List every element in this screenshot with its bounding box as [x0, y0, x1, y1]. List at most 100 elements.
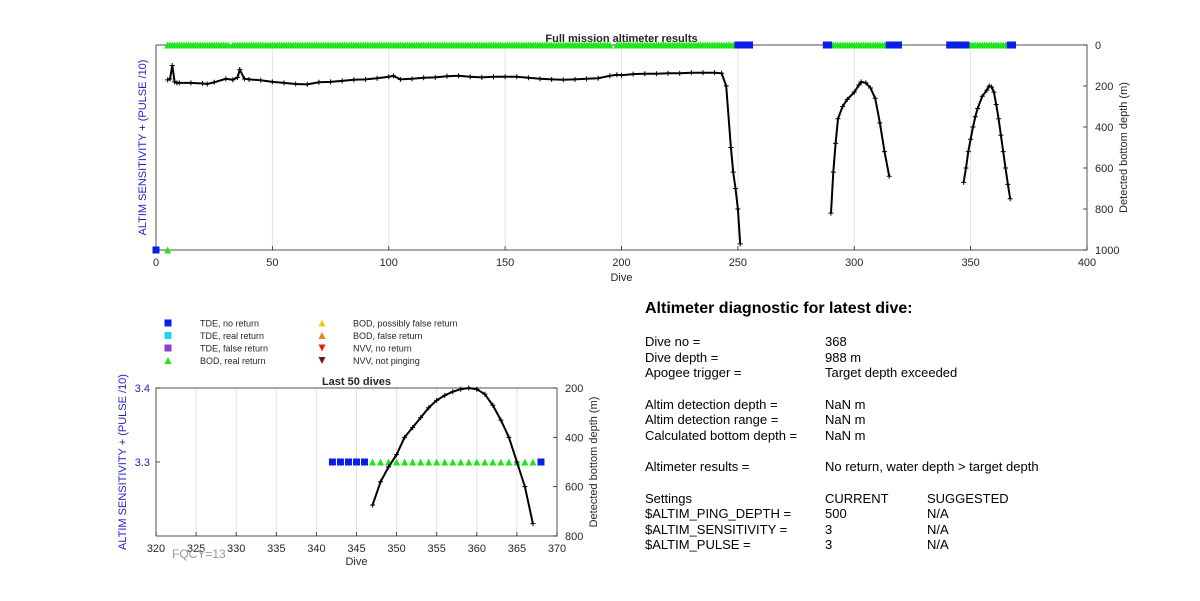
pulse-row: $ALTIM_PULSE = 3 N/A — [645, 537, 1175, 553]
status-marker — [425, 458, 433, 466]
depth-point — [456, 73, 462, 79]
status-marker — [449, 458, 457, 466]
x-tick-label: 320 — [147, 543, 165, 555]
depth-point — [246, 76, 252, 82]
depth-point — [390, 73, 396, 79]
depth-point — [700, 70, 706, 76]
status-marker — [336, 458, 344, 466]
depth-point — [410, 424, 416, 430]
depth-point — [549, 76, 555, 82]
depth-point — [970, 124, 976, 130]
status-marker — [606, 41, 614, 49]
right-y-tick-label: 600 — [565, 482, 583, 494]
status-marker — [328, 458, 336, 466]
status-marker — [457, 458, 465, 466]
fqcy-annotation: FQCY=13 — [172, 547, 226, 561]
x-tick-label: 0 — [153, 257, 159, 269]
status-marker — [369, 458, 377, 466]
status-marker — [377, 458, 385, 466]
status-marker — [224, 41, 232, 49]
depth-point — [728, 145, 734, 150]
depth-point — [442, 392, 448, 398]
diagnostic-panel: Altimeter diagnostic for latest dive: Di… — [645, 300, 1175, 553]
x-axis-label: Dive — [345, 556, 367, 568]
legend-label: TDE, no return — [200, 319, 259, 329]
status-marker — [393, 458, 401, 466]
det-range-value: NaN m — [825, 412, 866, 427]
status-marker — [746, 41, 754, 49]
depth-point — [211, 79, 217, 85]
sensitivity-label: $ALTIM_SENSITIVITY = — [645, 521, 788, 537]
status-marker — [417, 458, 425, 466]
depth-point — [989, 84, 995, 90]
det-range-row: Altim detection range = NaN m — [645, 412, 1175, 428]
depth-point — [863, 80, 869, 86]
depth-point — [614, 72, 620, 78]
settings-header-row: Settings CURRENT SUGGESTED — [645, 491, 1175, 507]
depth-point — [351, 77, 357, 83]
dive-no-label: Dive no = — [645, 334, 701, 349]
depth-point — [1007, 196, 1013, 202]
dive-depth-row: Dive depth = 988 m — [645, 350, 1175, 366]
x-tick-label: 50 — [266, 257, 278, 269]
depth-point — [204, 81, 210, 87]
depth-point — [466, 385, 472, 391]
depth-point — [304, 81, 310, 87]
legend-marker — [318, 332, 326, 339]
depth-point — [961, 179, 967, 185]
status-marker — [825, 41, 833, 49]
depth-point — [830, 169, 836, 175]
depth-point — [584, 76, 590, 82]
legend: TDE, no return TDE, real return TDE, false… — [164, 319, 458, 366]
depth-point — [223, 76, 229, 82]
x-tick-label: 200 — [612, 257, 630, 269]
status-marker — [164, 246, 172, 254]
depth-point — [1005, 181, 1011, 187]
depth-point — [840, 104, 846, 109]
depth-point — [1003, 165, 1009, 171]
depth-point — [490, 74, 496, 80]
depth-point — [963, 165, 969, 171]
status-marker — [152, 246, 160, 254]
depth-point — [458, 386, 464, 392]
depth-point — [200, 81, 206, 87]
legend-label: BOD, false return — [353, 331, 423, 341]
x-tick-label: 370 — [548, 543, 566, 555]
depth-point — [281, 80, 287, 86]
settings-label: Settings — [645, 490, 692, 506]
depth-point — [479, 74, 485, 80]
depth-point — [525, 75, 531, 81]
depth-point — [733, 186, 739, 191]
depth-line — [830, 80, 891, 214]
depth-point — [688, 70, 694, 76]
right-y-tick-label: 400 — [1095, 122, 1113, 134]
depth-point — [712, 70, 718, 76]
legend-marker — [318, 357, 326, 364]
status-marker — [521, 458, 529, 466]
depth-point — [844, 96, 850, 102]
depth-point — [241, 76, 247, 82]
depth-point — [828, 210, 834, 216]
depth-point — [328, 79, 334, 85]
apogee-label: Apogee trigger = — [645, 365, 742, 380]
depth-point — [514, 459, 520, 465]
depth-point — [316, 79, 322, 85]
status-marker — [1009, 41, 1017, 49]
depth-point — [167, 76, 173, 82]
chart-title: Last 50 dives — [322, 376, 391, 388]
x-tick-label: 350 — [387, 543, 405, 555]
legend-label: BOD, possibly false return — [353, 319, 458, 329]
status-marker — [401, 458, 409, 466]
depth-point — [444, 73, 450, 79]
x-tick-label: 325 — [187, 543, 205, 555]
x-tick-label: 250 — [729, 257, 747, 269]
x-tick-label: 150 — [496, 257, 514, 269]
depth-point — [426, 405, 432, 411]
depth-point — [991, 89, 997, 95]
left-y-tick-label: 3.4 — [135, 383, 150, 395]
depth-point — [374, 75, 380, 81]
depth-point — [833, 140, 839, 146]
status-marker — [441, 458, 449, 466]
ping-depth-suggested: N/A — [927, 506, 949, 521]
depth-point — [269, 79, 275, 85]
